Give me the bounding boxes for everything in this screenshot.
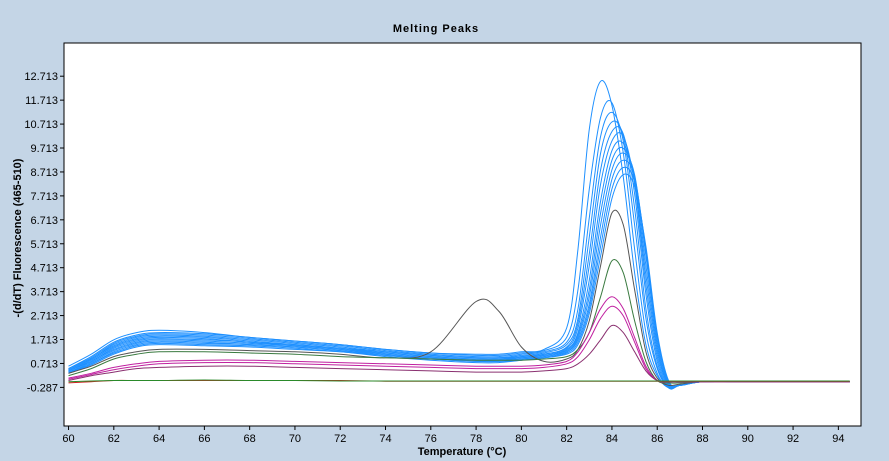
x-tick-label: 68 [244, 433, 256, 445]
series-line [68, 324, 850, 383]
x-tick-label: 84 [606, 433, 618, 445]
x-tick-label: 90 [742, 433, 754, 445]
y-tick-label: 2.713 [30, 311, 58, 323]
y-tick-label: 4.713 [30, 263, 58, 275]
x-tick-label: 66 [198, 433, 210, 445]
x-axis-label: Temperature (°C) [418, 446, 507, 458]
series-line [68, 120, 850, 390]
x-tick-label: 92 [787, 433, 799, 445]
x-tick-label: 80 [515, 433, 527, 445]
series-line [68, 132, 850, 389]
series-layer [68, 80, 850, 390]
y-tick-label: 8.713 [30, 167, 58, 179]
y-axis-label: -(d/dT) Fluorescence (465-510) [12, 158, 24, 317]
x-tick-label: 72 [334, 433, 346, 445]
series-line [68, 209, 850, 387]
y-tick-label: -0.287 [27, 382, 58, 394]
x-tick-label: 94 [832, 433, 844, 445]
series-line [68, 379, 850, 383]
x-tick-label: 60 [62, 433, 74, 445]
x-tick-label: 64 [153, 433, 165, 445]
y-tick-label: 0.713 [30, 358, 58, 370]
y-tick-label: 7.713 [30, 191, 58, 203]
chart-title: Melting Peaks [393, 23, 479, 35]
y-tick-label: 6.713 [30, 215, 58, 227]
x-tick-label: 86 [651, 433, 663, 445]
y-tick-label: 5.713 [30, 239, 58, 251]
x-tick-label: 70 [289, 433, 301, 445]
x-tick-label: 78 [470, 433, 482, 445]
x-tick-label: 88 [696, 433, 708, 445]
y-tick-label: 9.713 [30, 143, 58, 155]
series-line [68, 259, 850, 384]
series-line [68, 173, 850, 387]
x-tick-label: 62 [108, 433, 120, 445]
x-tick-label: 74 [379, 433, 391, 445]
x-tick-label: 76 [425, 433, 437, 445]
y-tick-label: 12.713 [24, 71, 58, 83]
y-tick-label: 1.713 [30, 335, 58, 347]
axes-layer: 60 62 64 66 68 70 72 74 76 78 80 82 84 86 88 90 92 94 -0.2… [24, 71, 844, 445]
y-tick-label: 3.713 [30, 287, 58, 299]
y-tick-label: 10.713 [24, 119, 58, 131]
x-tick-label: 82 [561, 433, 573, 445]
y-tick-label: 11.713 [25, 95, 58, 107]
series-line [68, 146, 850, 389]
